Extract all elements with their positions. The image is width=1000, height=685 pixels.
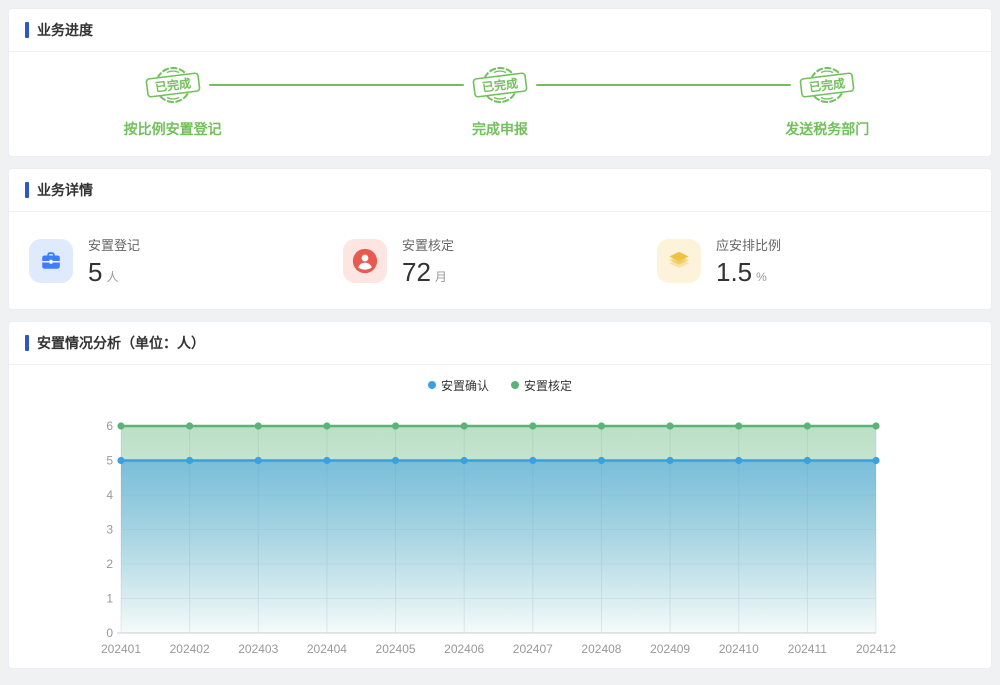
- details-card-header: 业务详情: [9, 169, 991, 212]
- progress-card-header: 业务进度: [9, 9, 991, 52]
- step-label: 按比例安置登记: [123, 121, 222, 137]
- stat-placement-verification: 安置核定 72 月: [343, 235, 657, 288]
- stat-value: 72: [402, 256, 431, 287]
- svg-text:202402: 202402: [170, 642, 210, 656]
- svg-text:5: 5: [106, 454, 113, 468]
- analysis-title: 安置情况分析（单位：人）: [37, 335, 205, 351]
- stepper-connector: [208, 84, 464, 86]
- svg-text:3: 3: [106, 523, 113, 537]
- header-accent-bar: [25, 335, 29, 351]
- svg-text:202403: 202403: [238, 642, 278, 656]
- area-chart: 0 1 2 3 4 5 6 202401 202402 202403 202404 202405 202…: [101, 419, 896, 656]
- step-registration: 已完成 按比例安置登记: [9, 52, 336, 157]
- svg-text:已完成: 已完成: [154, 75, 192, 94]
- svg-text:已完成: 已完成: [481, 75, 519, 94]
- svg-text:202411: 202411: [788, 642, 827, 656]
- stat-required-ratio: 应安排比例 1.5%: [657, 235, 971, 288]
- header-accent-bar: [25, 182, 29, 198]
- svg-text:202408: 202408: [581, 642, 621, 656]
- chart-legend: 安置确认 安置核定: [9, 375, 991, 395]
- step-label: 发送税务部门: [785, 121, 870, 137]
- svg-text:202409: 202409: [650, 642, 690, 656]
- completed-stamp-icon: 已完成: [472, 67, 528, 103]
- chart-container: 安置确认 安置核定 0 1 2 3 4 5 6 202401 202402 202403 202404…: [9, 365, 991, 663]
- svg-text:202406: 202406: [444, 642, 484, 656]
- business-progress-card: 业务进度 已完成 按比例安置登记: [8, 8, 992, 157]
- person-icon: [343, 239, 387, 283]
- svg-text:202412: 202412: [856, 642, 896, 656]
- svg-text:202401: 202401: [101, 642, 141, 656]
- stat-unit: 人: [106, 269, 119, 284]
- stat-unit: %: [756, 269, 767, 284]
- stat-unit: 月: [434, 269, 447, 284]
- svg-text:202404: 202404: [307, 642, 347, 656]
- progress-title: 业务进度: [37, 22, 93, 38]
- stepper-connector: [536, 84, 792, 86]
- svg-text:202407: 202407: [513, 642, 553, 656]
- svg-text:1: 1: [106, 592, 113, 606]
- placement-analysis-card: 安置情况分析（单位：人） 安置确认 安置核定 0 1 2 3 4 5 6 202401 20240…: [8, 321, 992, 669]
- legend-label: 安置确认: [440, 378, 489, 393]
- progress-stepper: 已完成 按比例安置登记 已完成 完成申报: [9, 52, 991, 157]
- completed-stamp-icon: 已完成: [799, 67, 855, 103]
- completed-stamp-icon: 已完成: [145, 67, 201, 103]
- step-label: 完成申报: [471, 121, 528, 137]
- stat-value: 5: [88, 256, 103, 287]
- legend-label: 安置核定: [524, 378, 573, 393]
- step-send-tax: 已完成 发送税务部门: [664, 52, 991, 157]
- stat-label: 应安排比例: [716, 237, 782, 253]
- legend-item-安置核定[interactable]: 安置核定: [511, 375, 572, 395]
- stat-value-row: 1.5%: [716, 257, 781, 288]
- svg-text:0: 0: [106, 626, 113, 640]
- svg-text:4: 4: [106, 488, 113, 502]
- header-accent-bar: [25, 22, 29, 38]
- stat-label: 安置登记: [88, 237, 141, 253]
- legend-item-安置确认[interactable]: 安置确认: [427, 375, 489, 395]
- briefcase-icon: [29, 239, 73, 283]
- stat-label: 安置核定: [402, 237, 455, 253]
- legend-dot: [427, 381, 436, 389]
- svg-text:6: 6: [106, 419, 113, 433]
- stat-value: 1.5: [716, 256, 753, 287]
- svg-text:2: 2: [106, 557, 113, 571]
- layers-icon: [657, 239, 701, 283]
- svg-text:已完成: 已完成: [809, 75, 847, 94]
- legend-dot: [511, 381, 519, 389]
- analysis-card-header: 安置情况分析（单位：人）: [9, 322, 991, 365]
- svg-text:202405: 202405: [376, 642, 416, 656]
- details-title: 业务详情: [37, 182, 93, 198]
- step-declaration: 已完成 完成申报: [336, 52, 663, 157]
- stat-value-row: 72 月: [402, 257, 454, 288]
- svg-text:202410: 202410: [719, 642, 759, 656]
